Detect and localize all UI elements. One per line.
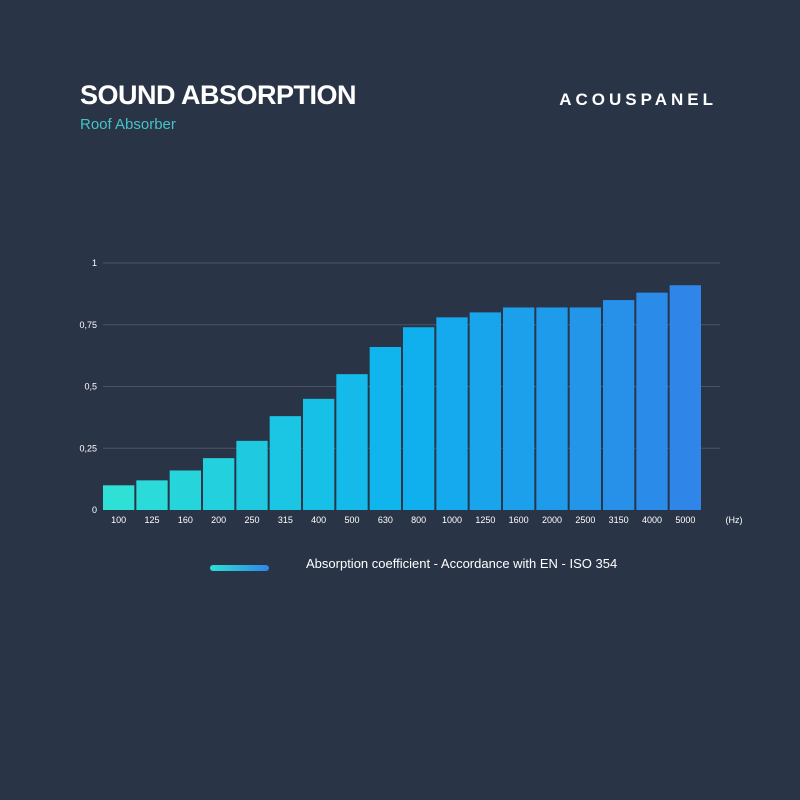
x-tick-label: 400 — [311, 515, 326, 525]
x-tick-label: 315 — [278, 515, 293, 525]
bar — [236, 440, 268, 510]
bar — [436, 317, 468, 510]
bar — [203, 458, 235, 510]
bar — [469, 312, 501, 510]
x-tick-label: 4000 — [642, 515, 662, 525]
bar — [336, 374, 368, 510]
bar — [669, 285, 701, 510]
x-tick-label: 160 — [178, 515, 193, 525]
bar — [536, 307, 568, 510]
legend-swatch — [210, 565, 269, 571]
x-tick-label: 100 — [111, 515, 126, 525]
bar — [503, 307, 535, 510]
bar — [103, 485, 135, 510]
x-tick-label: 800 — [411, 515, 426, 525]
bar — [169, 470, 201, 510]
y-tick-label: 0,75 — [79, 320, 97, 330]
x-tick-label: 1600 — [509, 515, 529, 525]
bar — [369, 346, 401, 510]
x-tick-label: 125 — [144, 515, 159, 525]
bar — [403, 327, 435, 510]
bar — [269, 416, 301, 510]
x-tick-label: 3150 — [609, 515, 629, 525]
x-tick-label: 250 — [244, 515, 259, 525]
y-tick-label: 1 — [92, 258, 97, 268]
bar — [603, 300, 635, 510]
x-tick-label: 200 — [211, 515, 226, 525]
x-unit-label: (Hz) — [726, 515, 743, 525]
y-tick-label: 0,25 — [79, 443, 97, 453]
x-tick-label: 5000 — [675, 515, 695, 525]
x-tick-label: 1000 — [442, 515, 462, 525]
chart-subtitle: Roof Absorber — [80, 116, 176, 133]
x-tick-label: 2000 — [542, 515, 562, 525]
chart-title: SOUND ABSORPTION — [80, 80, 357, 110]
x-tick-label: 500 — [344, 515, 359, 525]
bar — [303, 398, 335, 510]
bar — [569, 307, 601, 510]
brand-logo: ACOUSPANEL — [559, 90, 717, 109]
y-tick-label: 0 — [92, 505, 97, 515]
bar — [636, 292, 668, 510]
legend-label: Absorption coefficient - Accordance with… — [306, 556, 618, 571]
x-tick-label: 630 — [378, 515, 393, 525]
x-tick-label: 2500 — [575, 515, 595, 525]
x-tick-label: 1250 — [475, 515, 495, 525]
y-tick-label: 0,5 — [84, 382, 97, 392]
bar — [136, 480, 168, 510]
